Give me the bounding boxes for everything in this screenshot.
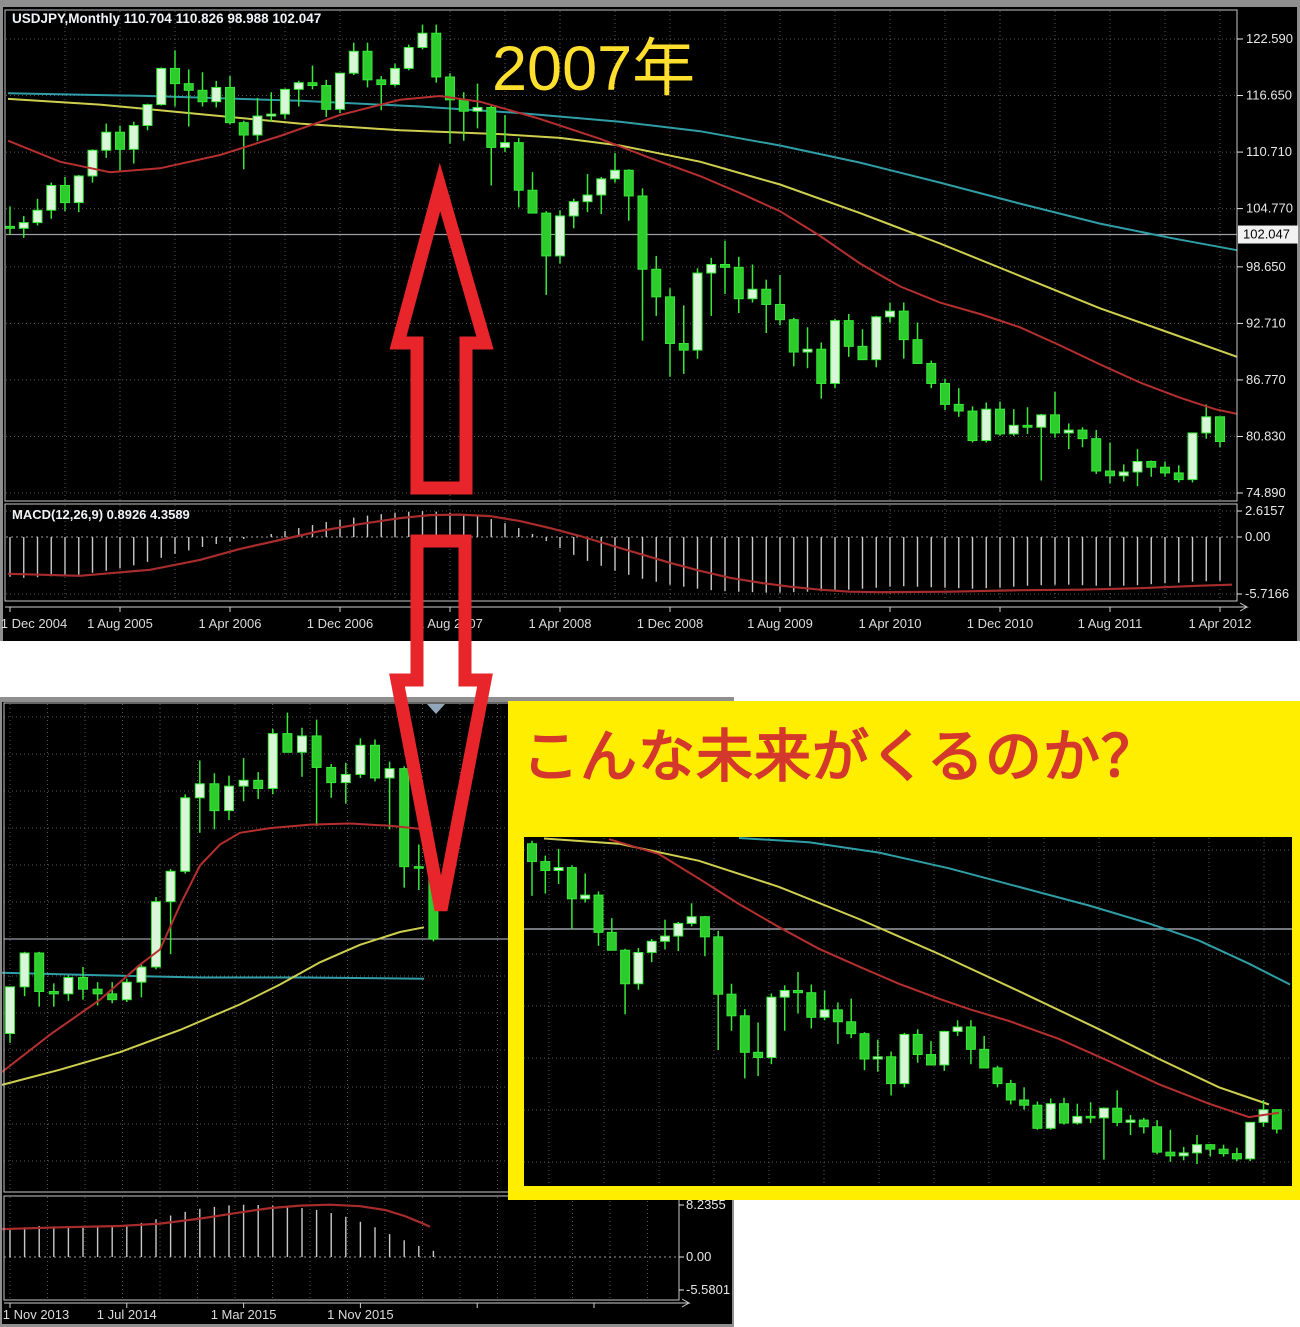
svg-text:8.2355: 8.2355 xyxy=(686,1197,726,1212)
svg-text:1 Dec 2006: 1 Dec 2006 xyxy=(307,616,374,631)
svg-text:1 Nov 2013: 1 Nov 2013 xyxy=(3,1307,70,1322)
svg-text:1 Dec 2010: 1 Dec 2010 xyxy=(967,616,1034,631)
svg-text:86.770: 86.770 xyxy=(1246,372,1286,387)
svg-text:-5.7166: -5.7166 xyxy=(1245,586,1289,601)
svg-text:122.590: 122.590 xyxy=(1246,31,1293,46)
svg-text:-5.5801: -5.5801 xyxy=(686,1282,730,1297)
svg-text:1 Apr 2010: 1 Apr 2010 xyxy=(859,616,922,631)
svg-text:98.650: 98.650 xyxy=(1246,259,1286,274)
annotation-year-2007: 2007年 xyxy=(492,34,696,104)
svg-text:1 Apr 2012: 1 Apr 2012 xyxy=(1189,616,1252,631)
svg-text:1 Aug 2011: 1 Aug 2011 xyxy=(1078,616,1143,631)
inset-future-chart[interactable] xyxy=(524,837,1292,1186)
banner-text: こんな未来がくるのか？ xyxy=(522,725,1159,789)
future-question-banner: こんな未来がくるのか？ xyxy=(508,701,1300,1200)
svg-text:1 Dec 2008: 1 Dec 2008 xyxy=(637,616,704,631)
svg-text:92.710: 92.710 xyxy=(1246,315,1286,330)
svg-text:1 Apr 2008: 1 Apr 2008 xyxy=(529,616,592,631)
svg-text:80.830: 80.830 xyxy=(1246,428,1286,443)
svg-text:116.650: 116.650 xyxy=(1246,88,1292,103)
svg-text:USDJPY,Monthly 110.704 110.82: USDJPY,Monthly 110.704 110.826 98.988 10… xyxy=(12,11,321,26)
svg-text:1 Apr 2006: 1 Apr 2006 xyxy=(199,616,262,631)
inset-chart-canvas xyxy=(524,837,1292,1186)
svg-text:1 Nov 2015: 1 Nov 2015 xyxy=(327,1307,394,1322)
svg-text:74.890: 74.890 xyxy=(1246,485,1286,500)
svg-text:MACD(12,26,9) 0.8926 4.3589: MACD(12,26,9) 0.8926 4.3589 xyxy=(12,507,190,522)
svg-text:104.770: 104.770 xyxy=(1246,201,1293,216)
svg-text:0.00: 0.00 xyxy=(1245,529,1270,544)
svg-text:1 Aug 2009: 1 Aug 2009 xyxy=(747,616,813,631)
svg-text:1 Mar 2015: 1 Mar 2015 xyxy=(211,1307,277,1322)
svg-text:2.6157: 2.6157 xyxy=(1245,503,1285,518)
svg-text:1 Jul 2014: 1 Jul 2014 xyxy=(97,1307,157,1322)
svg-text:110.710: 110.710 xyxy=(1246,144,1292,159)
svg-text:1 Aug 2005: 1 Aug 2005 xyxy=(87,616,153,631)
mt4-chart-window-2007[interactable]: 122.590 116.650 110.710 104.770 98.650 92.710… xyxy=(0,0,1300,641)
svg-text:1 Dec 2004: 1 Dec 2004 xyxy=(1,616,68,631)
svg-text:0.00: 0.00 xyxy=(686,1249,711,1264)
top-chart-canvas[interactable]: 122.590 116.650 110.710 104.770 98.650 92.710… xyxy=(0,0,1300,641)
svg-text:102.047: 102.047 xyxy=(1243,227,1290,242)
svg-text:1 Aug 2007: 1 Aug 2007 xyxy=(417,616,483,631)
